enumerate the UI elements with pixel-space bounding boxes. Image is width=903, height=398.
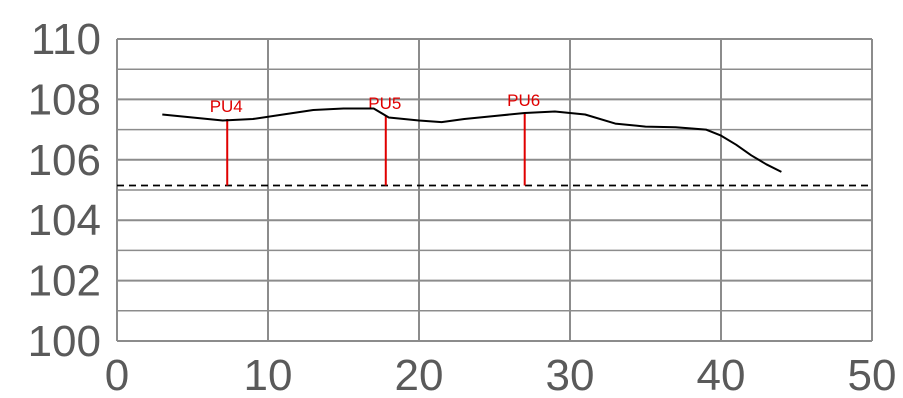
x-axis-tick-labels: 0 10 20 30 40 50: [105, 351, 897, 398]
x-tick-label: 40: [697, 351, 746, 398]
y-axis-tick-labels: 100 102 104 106 108 110: [28, 15, 101, 366]
y-tick-label: 104: [28, 196, 101, 245]
annotations: PU4 PU5 PU6: [210, 91, 540, 186]
x-tick-label: 30: [546, 351, 595, 398]
x-tick-label: 50: [848, 351, 897, 398]
annotation-label-pu6: PU6: [507, 91, 540, 110]
x-tick-label: 20: [395, 351, 444, 398]
series-line-0: [162, 107, 782, 173]
annotation-label-pu4: PU4: [210, 97, 243, 116]
y-tick-label: 110: [31, 15, 101, 64]
y-tick-label: 102: [28, 257, 101, 306]
y-tick-label: 106: [28, 136, 101, 185]
x-tick-label: 0: [105, 351, 129, 398]
y-tick-label: 100: [28, 317, 101, 366]
y-tick-label: 108: [28, 75, 101, 124]
grid: [116, 38, 873, 342]
x-tick-label: 10: [244, 351, 293, 398]
annotation-label-pu5: PU5: [368, 94, 401, 113]
series-group: [162, 107, 782, 173]
